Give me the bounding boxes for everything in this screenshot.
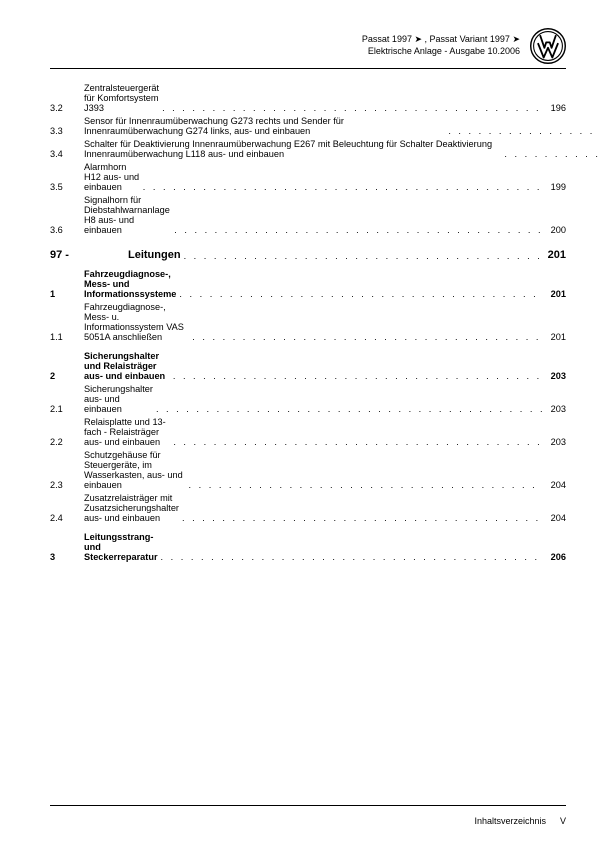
- toc-leader: . . . . . . . . . . . . . . . . . . . . …: [162, 103, 542, 113]
- toc-row: 2.4Zusatzrelaisträger mit Zusatzsicherun…: [50, 493, 566, 523]
- toc-title: Sensor für Innenraumüberwachung G273 rec…: [84, 116, 448, 136]
- toc-leader: . . . . . . . . . . . . . . . . . . . . …: [182, 513, 542, 523]
- toc-row: 3.4Schalter für Deaktivierung Innenraumü…: [50, 139, 566, 159]
- header-model-a: Passat 1997: [362, 34, 412, 44]
- page: Passat 1997 ➤ , Passat Variant 1997 ➤ El…: [0, 0, 600, 848]
- toc-rest: Sensor für Innenraumüberwachung G273 rec…: [84, 116, 600, 136]
- toc-page: 203: [542, 437, 566, 447]
- toc-leader: . . . . . . . . . . . . . . . . . . . . …: [179, 289, 542, 299]
- toc-number: 2: [50, 371, 84, 381]
- toc-number: 3.5: [50, 182, 84, 192]
- toc-leader: . . . . . . . . . . . . . . . . . . . . …: [184, 251, 542, 261]
- toc-number: 3: [50, 552, 84, 562]
- toc-title: Sicherungshalter aus- und einbauen: [84, 384, 156, 414]
- footer-page-roman: V: [560, 816, 566, 826]
- toc-leader: . . . . . . . . . . . . . . . . . . . . …: [161, 552, 542, 562]
- toc-group: 3.2Zentralsteuergerät für Komfortsystem …: [50, 83, 566, 235]
- page-footer: Inhaltsverzeichnis V: [50, 816, 566, 826]
- toc-group: 1Fahrzeugdiagnose-, Mess- und Informatio…: [50, 269, 566, 562]
- toc-row: 2.3Schutzgehäuse für Steuergeräte, im Wa…: [50, 450, 566, 490]
- toc-section-number: 97 -: [50, 249, 128, 261]
- toc-number: 2.2: [50, 437, 84, 447]
- toc-title: Signalhorn für Diebstahlwarnanlage H8 au…: [84, 195, 174, 235]
- toc-leader: . . . . . . . . . . . . . . . . . . . . …: [448, 126, 600, 136]
- footer-label: Inhaltsverzeichnis: [474, 816, 546, 826]
- toc-page: 206: [542, 552, 566, 562]
- header-text: Passat 1997 ➤ , Passat Variant 1997 ➤ El…: [362, 28, 520, 57]
- toc-row: 3.5Alarmhorn H12 aus- und einbauen. . . …: [50, 162, 566, 192]
- toc-number: 3.3: [50, 126, 84, 136]
- toc-row: 1.1Fahrzeugdiagnose-, Mess- u. Informati…: [50, 302, 566, 342]
- toc-number: 2.3: [50, 480, 84, 490]
- toc-page: 203: [542, 371, 566, 381]
- toc-page: 201: [542, 289, 566, 299]
- header-line1: Passat 1997 ➤ , Passat Variant 1997 ➤: [362, 34, 520, 46]
- toc-leader: . . . . . . . . . . . . . . . . . . . . …: [504, 149, 600, 159]
- arrow-icon: ➤: [414, 34, 422, 44]
- toc-number: 1.1: [50, 332, 84, 342]
- toc-page: 203: [542, 404, 566, 414]
- toc-number: 3.2: [50, 103, 84, 113]
- toc-leader: . . . . . . . . . . . . . . . . . . . . …: [173, 437, 542, 447]
- toc-leader: . . . . . . . . . . . . . . . . . . . . …: [174, 225, 542, 235]
- toc-title: Fahrzeugdiagnose-, Mess- u. Informations…: [84, 302, 192, 342]
- toc-page: 201: [542, 332, 566, 342]
- header-rule: [50, 68, 566, 69]
- toc-number: 1: [50, 289, 84, 299]
- toc-page: 199: [542, 182, 566, 192]
- toc-title: Zusatzrelaisträger mit Zusatzsicherungsh…: [84, 493, 182, 523]
- toc-title: Relaisplatte und 13-fach - Relaisträger …: [84, 417, 173, 447]
- toc-row: 3.6Signalhorn für Diebstahlwarnanlage H8…: [50, 195, 566, 235]
- footer-rule: [50, 805, 566, 806]
- toc-number: 3.6: [50, 225, 84, 235]
- toc-title: Alarmhorn H12 aus- und einbauen: [84, 162, 143, 192]
- toc-leader: . . . . . . . . . . . . . . . . . . . . …: [192, 332, 542, 342]
- toc-leader: . . . . . . . . . . . . . . . . . . . . …: [189, 480, 542, 490]
- toc-leader: . . . . . . . . . . . . . . . . . . . . …: [143, 182, 542, 192]
- vw-logo-icon: [530, 28, 566, 64]
- toc-leader: . . . . . . . . . . . . . . . . . . . . …: [173, 371, 542, 381]
- toc-number: 2.4: [50, 513, 84, 523]
- toc-row: 3.2Zentralsteuergerät für Komfortsystem …: [50, 83, 566, 113]
- toc-row: 3Leitungsstrang-und Steckerreparatur. . …: [50, 532, 566, 562]
- toc-section-title: Leitungen: [128, 249, 184, 261]
- toc-title: Zentralsteuergerät für Komfortsystem J39…: [84, 83, 162, 113]
- page-header: Passat 1997 ➤ , Passat Variant 1997 ➤ El…: [50, 28, 566, 64]
- toc-title: Schutzgehäuse für Steuergeräte, im Wasse…: [84, 450, 189, 490]
- toc-row: 2Sicherungshalter und Relaisträger aus- …: [50, 351, 566, 381]
- toc-row: 1Fahrzeugdiagnose-, Mess- und Informatio…: [50, 269, 566, 299]
- toc-row: 3.3Sensor für Innenraumüberwachung G273 …: [50, 116, 566, 136]
- header-model-b: , Passat Variant 1997: [425, 34, 510, 44]
- toc-title: Sicherungshalter und Relaisträger aus- u…: [84, 351, 173, 381]
- toc-title: Schalter für Deaktivierung Innenraumüber…: [84, 139, 504, 159]
- header-line2: Elektrische Anlage - Ausgabe 10.2006: [362, 46, 520, 58]
- toc-row: 2.2Relaisplatte und 13-fach - Relaisträg…: [50, 417, 566, 447]
- toc-leader: . . . . . . . . . . . . . . . . . . . . …: [156, 404, 542, 414]
- toc-section-page: 201: [542, 249, 566, 261]
- toc-page: 196: [542, 103, 566, 113]
- toc-title: Leitungsstrang-und Steckerreparatur: [84, 532, 161, 562]
- arrow-icon: ➤: [512, 34, 520, 44]
- toc-page: 204: [542, 480, 566, 490]
- table-of-contents: 3.2Zentralsteuergerät für Komfortsystem …: [50, 83, 566, 562]
- toc-number: 3.4: [50, 149, 84, 159]
- toc-rest: Schalter für Deaktivierung Innenraumüber…: [84, 139, 600, 159]
- toc-page: 200: [542, 225, 566, 235]
- toc-title: Fahrzeugdiagnose-, Mess- und Information…: [84, 269, 179, 299]
- toc-row: 2.1Sicherungshalter aus- und einbauen. .…: [50, 384, 566, 414]
- toc-number: 2.1: [50, 404, 84, 414]
- toc-section-row: 97 - Leitungen . . . . . . . . . . . . .…: [50, 249, 566, 261]
- toc-page: 204: [542, 513, 566, 523]
